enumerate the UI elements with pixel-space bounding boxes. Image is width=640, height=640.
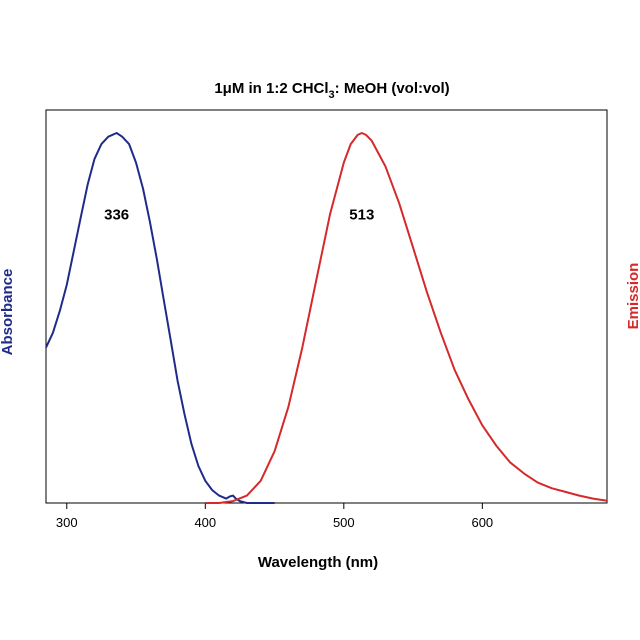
- chart-title: 1μM in 1:2 CHCl3: MeOH (vol:vol): [214, 80, 449, 101]
- peak-label-0: 336: [104, 206, 129, 223]
- x-axis-ticks: 300 400 500 600: [56, 503, 493, 530]
- x-axis-title: Wavelength (nm): [258, 554, 378, 571]
- absorbance-line: [45, 132, 275, 504]
- x-tick-label-0: 300: [56, 515, 78, 530]
- x-tick-label-2: 500: [333, 515, 355, 530]
- left-axis-title: Absorbance: [0, 269, 16, 356]
- x-tick-label-1: 400: [194, 515, 216, 530]
- x-tick-label-3: 600: [471, 515, 493, 530]
- chart-title-rest: : MeOH (vol:vol): [335, 80, 450, 97]
- emission-line: [205, 132, 608, 504]
- right-axis-title: Emission: [625, 263, 640, 330]
- plot-frame: [45, 109, 608, 504]
- peak-annotations: 336 513: [104, 206, 374, 223]
- chart-title-main: 1μM in 1:2 CHCl: [214, 80, 328, 97]
- peak-label-1: 513: [349, 206, 374, 223]
- chart-title-subscript: 3: [329, 89, 335, 101]
